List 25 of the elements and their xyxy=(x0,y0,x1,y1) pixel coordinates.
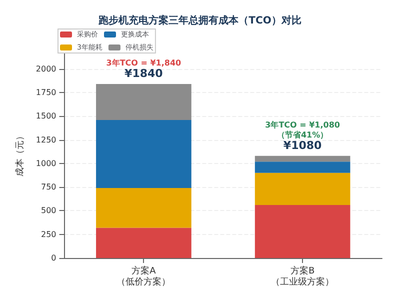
y-tick-label: 250 xyxy=(40,230,56,239)
chart-title: 跑步机充电方案三年总拥有成本（TCO）对比 xyxy=(98,14,302,26)
y-tick-label: 1250 xyxy=(36,135,56,144)
y-tick-label: 0 xyxy=(51,254,56,262)
y-tick-label: 750 xyxy=(40,182,56,192)
y-tick-label: 1500 xyxy=(36,112,56,121)
x-tick-label: 方案A （低价方案） xyxy=(116,266,171,288)
bar xyxy=(96,84,192,120)
bar xyxy=(96,228,192,258)
bar xyxy=(254,205,350,258)
y-axis-title: 成本（元） xyxy=(14,132,26,176)
bar xyxy=(96,188,192,228)
y-tick-label: 500 xyxy=(40,206,56,216)
total-label: ¥1840 xyxy=(124,67,164,80)
annotation: 3年TCO = ¥1,840 xyxy=(106,58,182,68)
total-label: ¥1080 xyxy=(283,138,322,152)
bar xyxy=(254,162,350,173)
bar xyxy=(254,172,350,206)
bar xyxy=(96,120,192,188)
y-tick-label: 2000 xyxy=(36,64,56,74)
y-tick-label: 1750 xyxy=(36,88,56,98)
bar xyxy=(254,156,350,162)
x-tick-label: 方案B （工业级方案） xyxy=(271,266,334,288)
annotation: 3年TCO = ¥1,080 （节省41%） xyxy=(265,120,340,140)
y-tick-label: 1000 xyxy=(36,158,56,168)
